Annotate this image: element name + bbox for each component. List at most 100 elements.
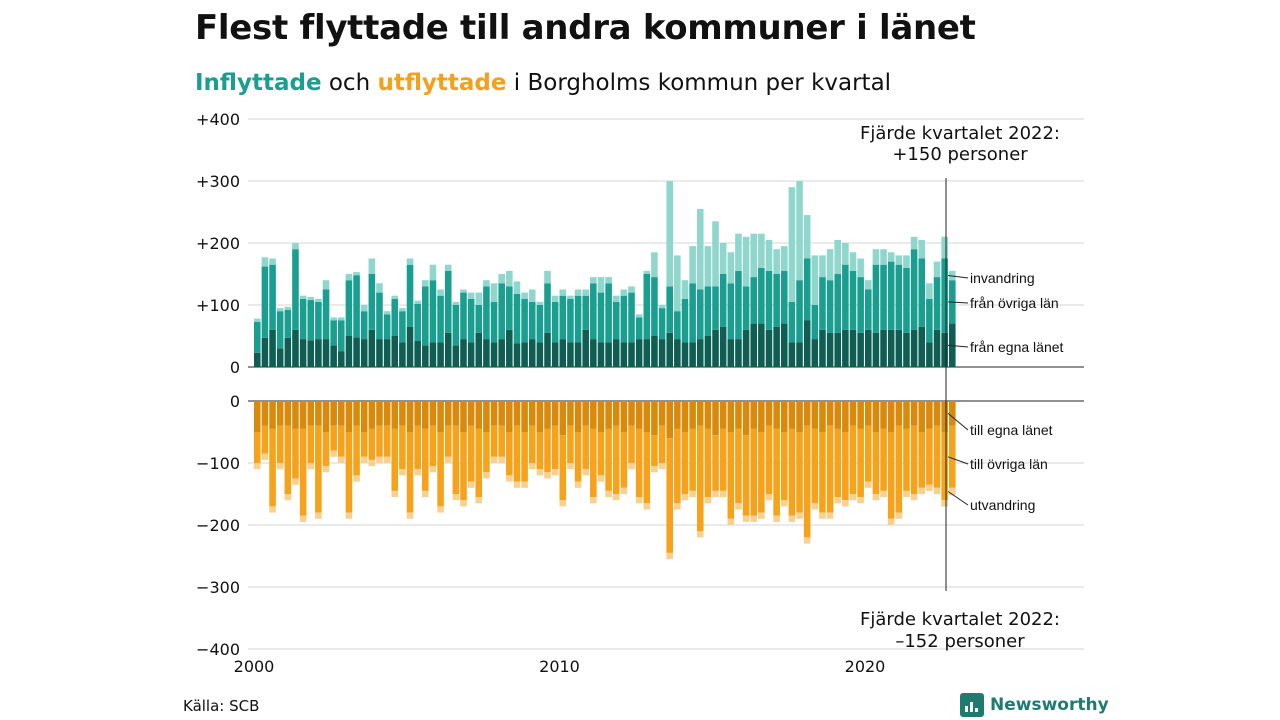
- bar-out-segment: [483, 472, 490, 479]
- bar-in-segment: [903, 267, 910, 333]
- bar-out-segment: [322, 432, 330, 467]
- bar-out-segment: [842, 432, 849, 501]
- bar-out-segment: [322, 401, 330, 432]
- bar-out-segment: [887, 401, 895, 432]
- bar-in-segment: [803, 320, 811, 367]
- bar-in-segment: [651, 277, 658, 336]
- bar-in-segment: [910, 249, 918, 330]
- bar-out-segment: [918, 401, 926, 432]
- bar-out-segment: [910, 425, 918, 494]
- bar-in-segment: [360, 305, 368, 312]
- bar-in-segment: [849, 252, 857, 271]
- bar-out-segment: [360, 456, 368, 463]
- bar-out-segment: [292, 401, 299, 429]
- bar-out-segment: [315, 512, 322, 519]
- bar-out-segment: [254, 463, 261, 470]
- bar-out-segment: [696, 425, 704, 532]
- bar-out-segment: [834, 497, 842, 504]
- bar-in-segment: [780, 270, 788, 324]
- bar-in-segment: [658, 305, 666, 309]
- bar-out-segment: [307, 425, 315, 463]
- bar-in-segment: [750, 277, 758, 324]
- bar-in-segment: [796, 181, 803, 281]
- subtitle-rest: i Borgholms kommun per kvartal: [513, 70, 892, 96]
- bar-out-segment: [544, 428, 551, 473]
- bar-out-segment: [315, 425, 322, 513]
- bar-in-segment: [674, 311, 681, 340]
- bar-out-segment: [742, 401, 750, 436]
- bar-out-segment: [872, 494, 880, 501]
- bar-in-segment: [483, 280, 490, 287]
- bar-out-segment: [712, 435, 719, 491]
- bar-in-segment: [742, 236, 750, 287]
- bar-in-segment: [360, 339, 368, 367]
- bar-in-segment: [704, 246, 712, 287]
- bar-in-segment: [414, 340, 421, 367]
- bar-in-segment: [338, 320, 345, 352]
- bar-out-segment: [574, 432, 582, 482]
- bar-out-segment: [849, 494, 857, 501]
- bar-out-segment: [849, 425, 857, 494]
- bar-out-segment: [895, 425, 903, 513]
- bar-out-segment: [834, 428, 842, 498]
- bar-out-segment: [605, 401, 612, 429]
- bar-in-segment: [544, 270, 551, 284]
- bar-out-segment: [857, 428, 864, 498]
- bar-in-segment: [353, 275, 360, 338]
- bar-out-segment: [284, 425, 292, 494]
- segment-leader-line: [947, 413, 969, 431]
- bar-out-segment: [261, 401, 269, 426]
- annotation-bottom-line2: –152 personer: [895, 631, 1025, 652]
- segment-label: från egna länet: [970, 339, 1064, 355]
- bar-in-segment: [887, 252, 895, 262]
- bar-out-segment: [643, 401, 651, 432]
- bar-in-segment: [551, 301, 559, 343]
- bar-in-segment: [582, 329, 589, 367]
- bar-in-segment: [880, 249, 887, 265]
- bar-in-segment: [666, 181, 673, 287]
- bar-out-segment: [528, 463, 536, 470]
- bar-out-segment: [254, 401, 261, 432]
- bar-out-segment: [406, 512, 414, 519]
- bar-in-segment: [658, 339, 666, 367]
- bar-out-segment: [383, 456, 391, 463]
- bar-out-segment: [620, 487, 628, 494]
- bar-out-segment: [391, 490, 399, 498]
- bar-out-segment: [635, 497, 643, 504]
- bar-out-segment: [903, 490, 910, 498]
- y-tick-label: −100: [196, 454, 240, 473]
- bar-out-segment: [949, 425, 956, 488]
- bar-out-segment: [635, 428, 643, 498]
- bar-in-segment: [643, 270, 651, 274]
- bar-out-segment: [803, 537, 811, 544]
- bar-in-segment: [330, 317, 337, 321]
- bar-in-segment: [895, 329, 903, 367]
- brand-logo[interactable]: Newsworthy: [960, 693, 1109, 717]
- bar-in-segment: [803, 215, 811, 259]
- bar-in-segment: [399, 311, 406, 343]
- bar-out-segment: [276, 425, 284, 463]
- bar-in-segment: [330, 345, 337, 367]
- bar-in-segment: [788, 342, 796, 367]
- bar-in-segment: [299, 295, 307, 299]
- bar-out-segment: [658, 463, 666, 470]
- bar-out-segment: [651, 401, 658, 436]
- bar-in-segment: [452, 305, 460, 346]
- bar-in-segment: [284, 309, 292, 338]
- bar-in-segment: [826, 280, 834, 333]
- bar-out-segment: [391, 428, 399, 491]
- bar-in-segment: [513, 343, 521, 367]
- bar-in-segment: [460, 289, 467, 293]
- bar-out-segment: [269, 401, 276, 429]
- bar-in-segment: [742, 286, 750, 330]
- bar-out-segment: [582, 401, 589, 426]
- bar-in-segment: [651, 336, 658, 367]
- bar-in-segment: [620, 295, 628, 343]
- bar-out-segment: [559, 401, 567, 436]
- subtitle-och: och: [328, 70, 371, 96]
- bar-in-segment: [628, 342, 635, 367]
- bar-out-segment: [429, 425, 437, 467]
- bar-in-segment: [528, 289, 536, 302]
- bar-in-segment: [773, 249, 780, 274]
- bar-in-segment: [330, 320, 337, 346]
